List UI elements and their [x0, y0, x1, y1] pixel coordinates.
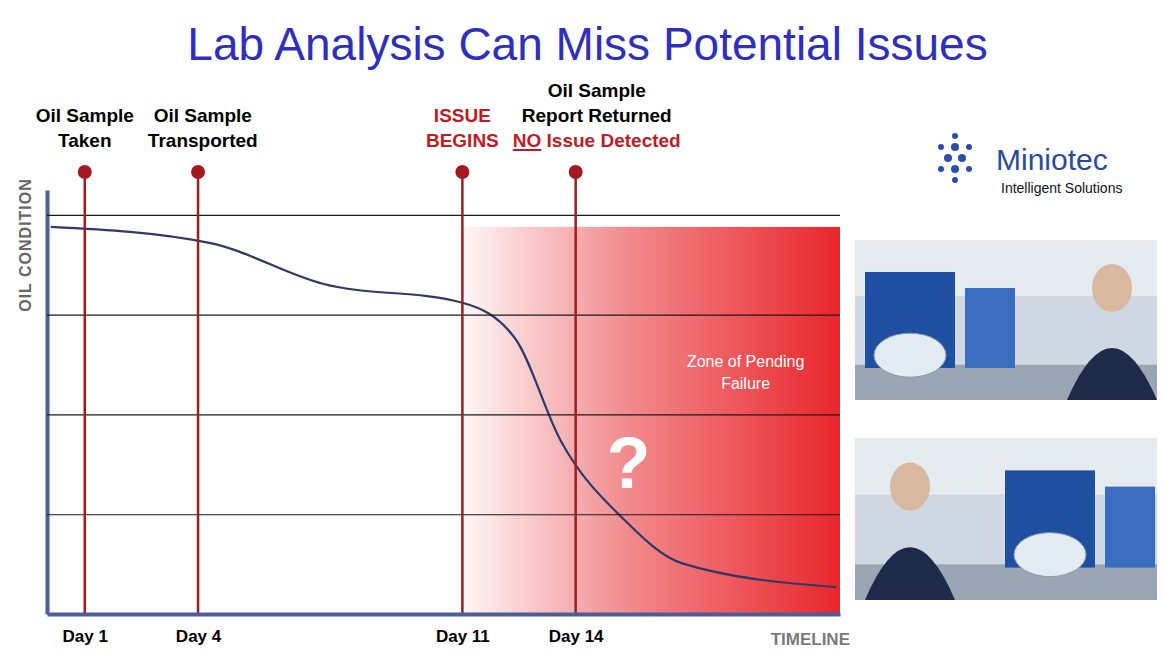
photo-person [865, 547, 955, 600]
event-label-group: Oil Sample Taken [36, 105, 134, 151]
event-dot [569, 165, 583, 179]
x-tick-label: Day 14 [549, 627, 604, 646]
y-tick [47, 414, 840, 415]
event-label: Taken [58, 130, 112, 151]
y-axis [47, 191, 840, 615]
x-axis: Day 1 Day 4 Day 11 Day 14 [48, 614, 841, 646]
y-tick [47, 315, 840, 316]
x-tick: Day 1 [63, 614, 108, 646]
event-line [197, 172, 200, 614]
event-label: BEGINS [426, 130, 499, 151]
logo-dot [938, 144, 944, 150]
chart-title: Lab Analysis Can Miss Potential Issues [187, 18, 987, 70]
event-label: Oil Sample [154, 105, 252, 126]
x-tick: Day 4 [176, 614, 222, 646]
photo-vessel [874, 333, 946, 377]
photo [855, 438, 1157, 600]
event-label: ISSUE [434, 105, 491, 126]
event-dot [455, 165, 469, 179]
zone-label: Zone of Pending [687, 353, 804, 370]
event-label-group: Oil Sample Report Returned NO Issue Detect… [513, 80, 681, 151]
logo-dot [951, 143, 959, 151]
photo-bg [855, 240, 1157, 400]
chart-svg: Lab Analysis Can Miss Potential Issues Da… [0, 0, 1175, 660]
photo-person [890, 463, 930, 511]
chart-root: Lab Analysis Can Miss Potential Issues Da… [0, 0, 1175, 660]
x-tick-label: Day 11 [436, 627, 490, 646]
event-label: Transported [148, 130, 258, 151]
event-label: NO Issue Detected [513, 130, 681, 151]
event-lines [78, 165, 583, 614]
plot-label: ? [607, 423, 651, 503]
logo-dot [966, 144, 972, 150]
photo-machine [1105, 487, 1155, 568]
x-tick-label: Day 4 [176, 627, 222, 646]
photo-machine [965, 288, 1015, 368]
grid-line [47, 514, 840, 515]
photo-vessel [1014, 533, 1086, 577]
photo-person [1092, 264, 1132, 312]
photo-person [1067, 348, 1157, 400]
data-line [51, 227, 836, 587]
zone-label: Failure [721, 375, 770, 392]
x-axis-title: TIMELINE [771, 630, 850, 649]
event-line [574, 172, 577, 614]
logo-dot [938, 166, 944, 172]
event-dot [78, 165, 92, 179]
y-axis-title: OIL CONDITION [17, 178, 34, 312]
y-tick [47, 215, 840, 216]
logo-tagline: Intelligent Solutions [1001, 180, 1122, 196]
logo-dot [951, 165, 959, 173]
x-tick: Day 11 [436, 614, 490, 646]
plot-texts: Zone of Pending Failure? [607, 353, 805, 504]
logo-dot [952, 177, 958, 183]
y-axis-line [46, 191, 50, 615]
x-axis-line [48, 613, 841, 617]
logo-name: Miniotec [996, 143, 1108, 176]
event-dot [191, 165, 205, 179]
logo-dot [944, 154, 952, 162]
grid-line [47, 215, 840, 216]
event-label-group: ISSUE BEGINS [426, 105, 499, 151]
logo-dot [952, 133, 958, 139]
logo-dot [966, 166, 972, 172]
event-line [84, 172, 87, 614]
event-line [461, 172, 464, 614]
photo [855, 240, 1157, 400]
y-tick [47, 514, 840, 515]
grid-line [47, 315, 840, 316]
photo-bg [855, 438, 1157, 600]
x-tick-label: Day 1 [63, 627, 108, 646]
logo: Miniotec Intelligent Solutions [938, 133, 1122, 196]
event-label: Report Returned [522, 105, 672, 126]
failure-zone [462, 227, 840, 614]
plot-area [51, 227, 840, 614]
event-label: Oil Sample [36, 105, 134, 126]
grid-line [47, 414, 840, 415]
x-tick: Day 14 [549, 614, 604, 646]
event-label-group: Oil Sample Transported [148, 105, 258, 151]
event-label: Oil Sample [548, 80, 646, 101]
logo-dot [958, 154, 966, 162]
event-label-underline [513, 149, 542, 151]
